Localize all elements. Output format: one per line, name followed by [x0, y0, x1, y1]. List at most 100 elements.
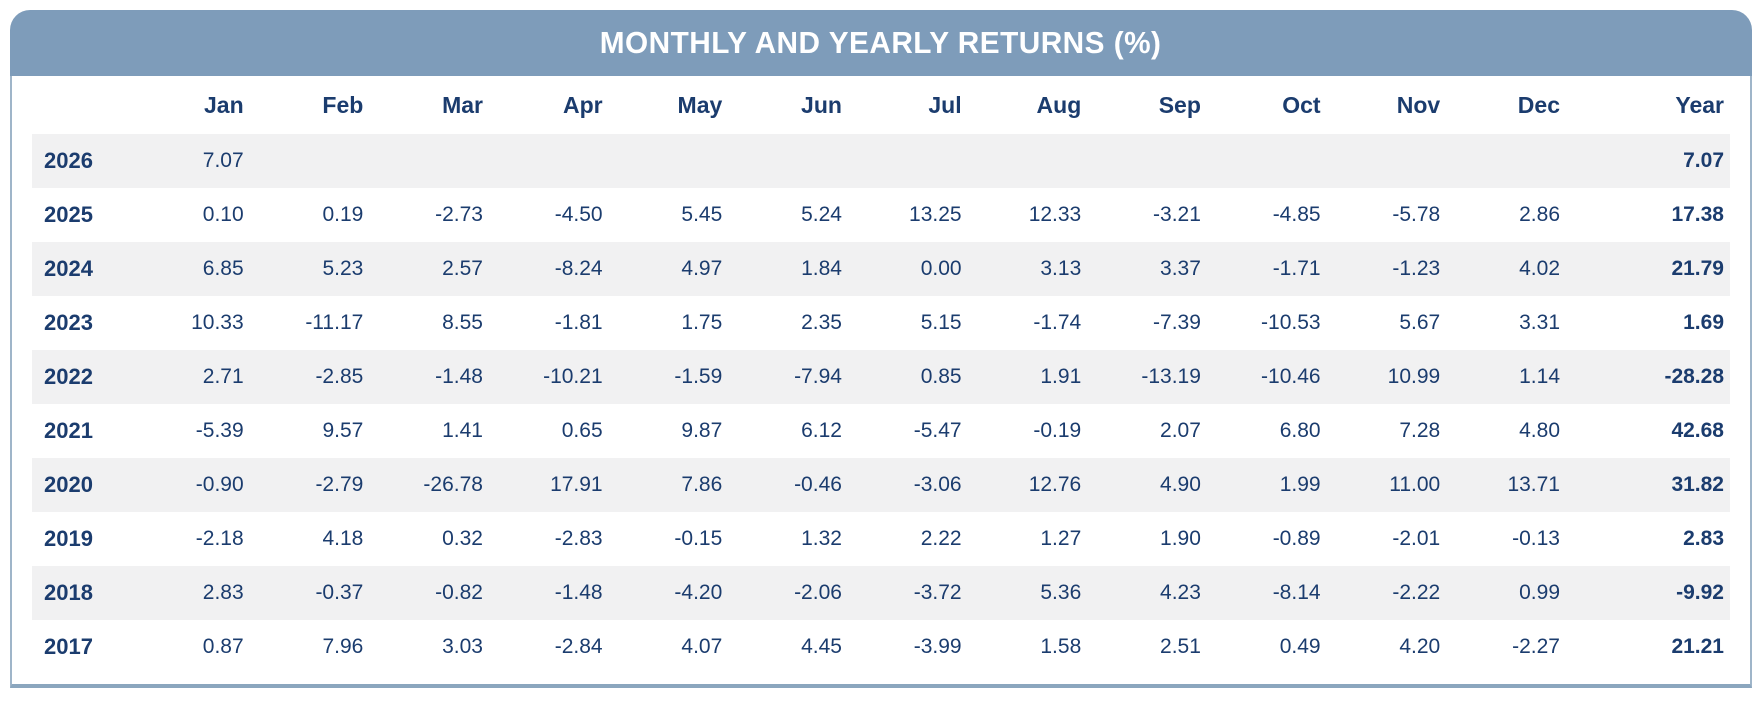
return-cell-aug: 1.91	[1040, 365, 1082, 388]
return-cell-nov: 5.67	[1399, 311, 1441, 334]
return-cell-jan: 0.10	[202, 203, 244, 226]
return-cell-jan: 7.07	[202, 149, 244, 172]
return-cell-aug: -1.74	[1033, 311, 1082, 334]
return-cell-feb: 7.96	[322, 635, 364, 658]
return-cell-jun	[736, 134, 856, 188]
column-header-jan: Jan	[204, 91, 244, 118]
table-row-2024: 2024 6.85 5.23 2.57 -8.24 4.97 1.84 0.00 3.13 3.3…	[32, 242, 1730, 296]
return-cell-feb: -11.17	[305, 311, 364, 334]
return-cell-aug: 5.36	[1040, 581, 1082, 604]
return-cell-may: 7.86	[681, 473, 723, 496]
return-cell-jan: 2.71	[202, 365, 244, 388]
year-label: 2025	[44, 202, 93, 227]
table-row-2021: 2021 -5.39 9.57 1.41 0.65 9.87 6.12 -5.47 -0.19 2…	[32, 404, 1730, 458]
return-cell-feb: -2.85	[315, 365, 364, 388]
return-cell-dec: 13.71	[1507, 473, 1560, 496]
return-cell-sep: -3.21	[1153, 203, 1201, 226]
return-cell-sep: 1.90	[1160, 527, 1201, 550]
table-rows: 2026 7.07 7.07 2025 0.10 0.19 -2.73 -4.50 5.45 5.…	[32, 134, 1730, 674]
return-cell-apr: -2.83	[554, 527, 603, 550]
return-cell-mar: 8.55	[442, 311, 483, 334]
column-header-mar: Mar	[442, 91, 483, 118]
return-cell-jul: -3.06	[913, 473, 962, 496]
table-header: Jan Feb Mar Apr May Jun Jul Aug Sep Oct Nov Dec Year	[32, 76, 1730, 134]
year-total-cell: 17.38	[1671, 203, 1724, 226]
return-cell-jun: -0.46	[794, 473, 842, 496]
return-cell-mar	[377, 134, 497, 188]
year-total-cell: 42.68	[1671, 419, 1724, 442]
table-row-2020: 2020 -0.90 -2.79 -26.78 17.91 7.86 -0.46 -3.06 1…	[32, 458, 1730, 512]
return-cell-mar: 1.41	[442, 419, 483, 442]
table-row-2017: 2017 0.87 7.96 3.03 -2.84 4.07 4.45 -3.99 1.58 2.…	[32, 620, 1730, 674]
return-cell-jul: 0.85	[920, 365, 962, 388]
column-header-dec: Dec	[1517, 91, 1560, 118]
return-cell-mar: -26.78	[423, 473, 483, 496]
return-cell-aug: 12.33	[1028, 203, 1082, 226]
column-header-year: Year	[1675, 91, 1724, 118]
return-cell-oct: -10.46	[1261, 365, 1321, 388]
return-cell-jun: 6.12	[801, 419, 842, 442]
return-cell-jul: 2.22	[920, 527, 962, 550]
return-cell-sep: -7.39	[1153, 311, 1201, 334]
return-cell-jan: 2.83	[202, 581, 244, 604]
return-cell-apr: -1.48	[554, 581, 603, 604]
return-cell-jan: 0.87	[202, 635, 244, 658]
return-cell-jun: 2.35	[801, 311, 842, 334]
return-cell-jun: 1.32	[801, 527, 842, 550]
return-cell-oct	[1215, 134, 1335, 188]
return-cell-feb: 4.18	[322, 527, 364, 550]
return-cell-nov: 10.99	[1387, 365, 1441, 388]
year-total-cell: 31.82	[1671, 473, 1724, 496]
return-cell-sep	[1095, 134, 1215, 188]
year-label: 2017	[44, 634, 93, 659]
return-cell-feb	[258, 134, 378, 188]
return-cell-mar: -0.82	[435, 581, 483, 604]
return-cell-sep: 4.23	[1160, 581, 1201, 604]
year-total-cell: 1.69	[1683, 311, 1724, 334]
return-cell-dec: 2.86	[1519, 203, 1560, 226]
column-header-may: May	[677, 91, 723, 118]
column-header-apr: Apr	[563, 91, 603, 118]
return-cell-nov: 7.28	[1399, 419, 1441, 442]
return-cell-oct: 0.49	[1279, 635, 1321, 658]
return-cell-sep: 2.51	[1160, 635, 1201, 658]
column-header-feb: Feb	[322, 91, 364, 118]
return-cell-dec: 0.99	[1519, 581, 1560, 604]
return-cell-jun: -2.06	[794, 581, 842, 604]
table-row-2022: 2022 2.71 -2.85 -1.48 -10.21 -1.59 -7.94 0.85 1.…	[32, 350, 1730, 404]
return-cell-may: 1.75	[681, 311, 723, 334]
return-cell-nov: 4.20	[1399, 635, 1441, 658]
return-cell-jun: 4.45	[801, 635, 842, 658]
return-cell-sep: -13.19	[1141, 365, 1201, 388]
table-row-2025: 2025 0.10 0.19 -2.73 -4.50 5.45 5.24 13.25 12.33…	[32, 188, 1730, 242]
year-total-cell: 2.83	[1683, 527, 1724, 550]
year-label: 2020	[44, 472, 93, 497]
table-row-2019: 2019 -2.18 4.18 0.32 -2.83 -0.15 1.32 2.22 1.27 1…	[32, 512, 1730, 566]
return-cell-apr: -2.84	[554, 635, 603, 658]
return-cell-sep: 4.90	[1160, 473, 1201, 496]
return-cell-oct: -1.71	[1272, 257, 1321, 280]
return-cell-apr: -8.24	[554, 257, 603, 280]
monthly-returns-table: Jan Feb Mar Apr May Jun Jul Aug Sep Oct Nov Dec Year…	[32, 76, 1730, 674]
year-total-cell: 7.07	[1683, 149, 1724, 172]
column-header-oct: Oct	[1282, 91, 1321, 118]
year-label: 2024	[44, 256, 93, 281]
return-cell-aug	[976, 134, 1096, 188]
return-cell-oct: -8.14	[1272, 581, 1321, 604]
return-cell-jul	[856, 134, 976, 188]
return-cell-aug: 3.13	[1040, 257, 1082, 280]
year-label: 2022	[44, 364, 93, 389]
return-cell-jul: -3.72	[913, 581, 962, 604]
return-cell-jan: -2.18	[195, 527, 244, 550]
return-cell-mar: 0.32	[442, 527, 483, 550]
return-cell-jan: -0.90	[195, 473, 244, 496]
return-cell-dec: -0.13	[1512, 527, 1560, 550]
table-title-bar: MONTHLY AND YEARLY RETURNS (%)	[10, 10, 1752, 76]
header-row: Jan Feb Mar Apr May Jun Jul Aug Sep Oct Nov Dec Year	[32, 76, 1730, 134]
column-header-sep: Sep	[1158, 91, 1201, 118]
return-cell-apr	[497, 134, 617, 188]
return-cell-dec: -2.27	[1512, 635, 1560, 658]
return-cell-dec: 1.14	[1519, 365, 1560, 388]
return-cell-oct: -10.53	[1261, 311, 1321, 334]
return-cell-jul: 0.00	[920, 257, 962, 280]
